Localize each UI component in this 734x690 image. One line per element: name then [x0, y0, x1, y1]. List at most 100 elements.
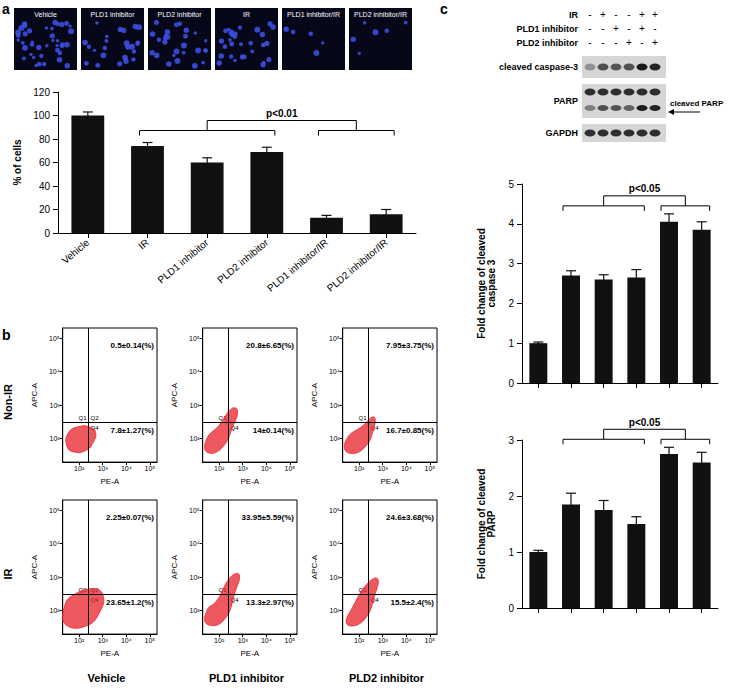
svg-text:PLD2 inhibitor/IR: PLD2 inhibitor/IR: [325, 237, 390, 294]
svg-text:60: 60: [39, 157, 51, 168]
svg-text:PLD1 inhibitor: PLD1 inhibitor: [156, 236, 212, 285]
svg-text:10³: 10³: [378, 637, 389, 644]
svg-text:10⁵: 10⁵: [49, 507, 60, 514]
svg-text:5: 5: [508, 179, 514, 190]
svg-text:10⁴: 10⁴: [189, 540, 200, 547]
svg-text:-: -: [588, 37, 591, 48]
svg-text:PE-A: PE-A: [241, 649, 260, 658]
svg-text:APC-A: APC-A: [170, 554, 179, 579]
svg-text:120: 120: [33, 87, 50, 98]
svg-text:p<0.05: p<0.05: [629, 417, 661, 428]
svg-text:10⁵: 10⁵: [145, 465, 156, 472]
svg-text:40: 40: [39, 181, 51, 192]
svg-text:10³: 10³: [238, 637, 249, 644]
svg-text:10⁵: 10⁵: [329, 335, 340, 342]
svg-text:10⁵: 10⁵: [425, 637, 436, 644]
svg-text:+: +: [613, 23, 619, 34]
svg-text:-: -: [614, 37, 617, 48]
svg-text:10⁴: 10⁴: [189, 368, 200, 375]
svg-text:16.7±0.85(%): 16.7±0.85(%): [386, 426, 434, 435]
svg-text:APC-A: APC-A: [30, 554, 39, 579]
svg-text:100: 100: [33, 110, 50, 121]
svg-text:+: +: [600, 9, 606, 20]
svg-text:IR: IR: [2, 568, 14, 579]
svg-text:a: a: [2, 1, 10, 17]
svg-text:10³: 10³: [98, 465, 109, 472]
svg-text:+: +: [626, 37, 632, 48]
svg-text:PE-A: PE-A: [101, 649, 120, 658]
svg-text:10³: 10³: [190, 402, 201, 409]
svg-text:Vehicle: Vehicle: [60, 237, 92, 266]
svg-text:10⁵: 10⁵: [145, 637, 156, 644]
svg-text:1: 1: [508, 547, 514, 558]
svg-text:10²: 10²: [74, 465, 85, 472]
svg-text:10⁵: 10⁵: [189, 507, 200, 514]
svg-text:10²: 10²: [74, 637, 85, 644]
svg-text:10⁴: 10⁴: [121, 465, 132, 472]
svg-text:10⁵: 10⁵: [329, 507, 340, 514]
svg-text:20.8±6.65(%): 20.8±6.65(%): [246, 341, 294, 350]
svg-text:% of cells: % of cells: [12, 139, 23, 186]
svg-text:10³: 10³: [238, 465, 249, 472]
svg-text:10⁵: 10⁵: [189, 335, 200, 342]
svg-text:10²: 10²: [214, 465, 225, 472]
svg-text:15.5±2.4(%): 15.5±2.4(%): [390, 598, 434, 607]
svg-text:7.95±3.75(%): 7.95±3.75(%): [386, 341, 434, 350]
svg-text:-: -: [653, 23, 656, 34]
svg-text:80: 80: [39, 134, 51, 145]
svg-text:-: -: [588, 9, 591, 20]
svg-text:-: -: [601, 37, 604, 48]
svg-text:10³: 10³: [50, 402, 61, 409]
svg-text:10³: 10³: [330, 574, 341, 581]
svg-text:IR: IR: [569, 10, 579, 20]
svg-text:2: 2: [508, 298, 514, 309]
svg-text:10²: 10²: [50, 607, 61, 614]
svg-text:APC-A: APC-A: [310, 382, 319, 407]
svg-text:10⁴: 10⁴: [121, 637, 132, 644]
svg-text:PE-A: PE-A: [381, 649, 400, 658]
svg-text:10⁴: 10⁴: [401, 637, 412, 644]
svg-text:PLD1 inhibitor: PLD1 inhibitor: [209, 672, 285, 684]
svg-text:PLD1 inhibitor: PLD1 inhibitor: [517, 24, 579, 34]
svg-text:PE-A: PE-A: [381, 477, 400, 486]
svg-text:1: 1: [508, 338, 514, 349]
svg-text:-: -: [640, 37, 643, 48]
svg-text:0.5±0.14(%): 0.5±0.14(%): [110, 341, 154, 350]
svg-text:+: +: [639, 9, 645, 20]
svg-text:10⁵: 10⁵: [425, 465, 436, 472]
svg-text:PARP: PARP: [554, 96, 578, 106]
svg-text:10³: 10³: [190, 574, 201, 581]
svg-text:Vehicle: Vehicle: [34, 11, 57, 18]
svg-text:3: 3: [508, 435, 514, 446]
svg-text:2.25±0.07(%): 2.25±0.07(%): [106, 513, 154, 522]
svg-text:10⁴: 10⁴: [261, 465, 272, 472]
svg-text:10²: 10²: [50, 435, 61, 442]
svg-text:PLD1 inhibitor/IR: PLD1 inhibitor/IR: [265, 237, 330, 294]
svg-text:-: -: [588, 23, 591, 34]
svg-text:20: 20: [39, 204, 51, 215]
svg-text:10⁴: 10⁴: [49, 368, 60, 375]
svg-text:-: -: [614, 9, 617, 20]
svg-text:2: 2: [508, 491, 514, 502]
svg-text:+: +: [639, 23, 645, 34]
svg-text:10⁴: 10⁴: [401, 465, 412, 472]
svg-text:b: b: [2, 327, 11, 343]
svg-text:14±0.14(%): 14±0.14(%): [253, 426, 295, 435]
svg-text:+: +: [652, 9, 658, 20]
svg-text:cleaved PARP: cleaved PARP: [670, 99, 724, 108]
svg-text:33.95±5.59(%): 33.95±5.59(%): [242, 513, 295, 522]
svg-text:4: 4: [508, 218, 514, 229]
svg-text:p<0.01: p<0.01: [266, 108, 298, 119]
svg-text:10³: 10³: [50, 574, 61, 581]
svg-text:PE-A: PE-A: [241, 477, 260, 486]
svg-text:IR: IR: [136, 237, 151, 252]
svg-text:PLD2 inhibitor: PLD2 inhibitor: [349, 672, 425, 684]
svg-text:PLD2 inhibitor: PLD2 inhibitor: [517, 38, 579, 48]
svg-text:3: 3: [508, 258, 514, 269]
svg-text:10³: 10³: [378, 465, 389, 472]
svg-text:Q2: Q2: [91, 415, 100, 421]
svg-text:PLD1 inhibitor/IR: PLD1 inhibitor/IR: [287, 11, 340, 18]
svg-text:PLD2 inhibitor: PLD2 inhibitor: [158, 11, 203, 18]
svg-text:PE-A: PE-A: [101, 477, 120, 486]
svg-text:10³: 10³: [330, 402, 341, 409]
